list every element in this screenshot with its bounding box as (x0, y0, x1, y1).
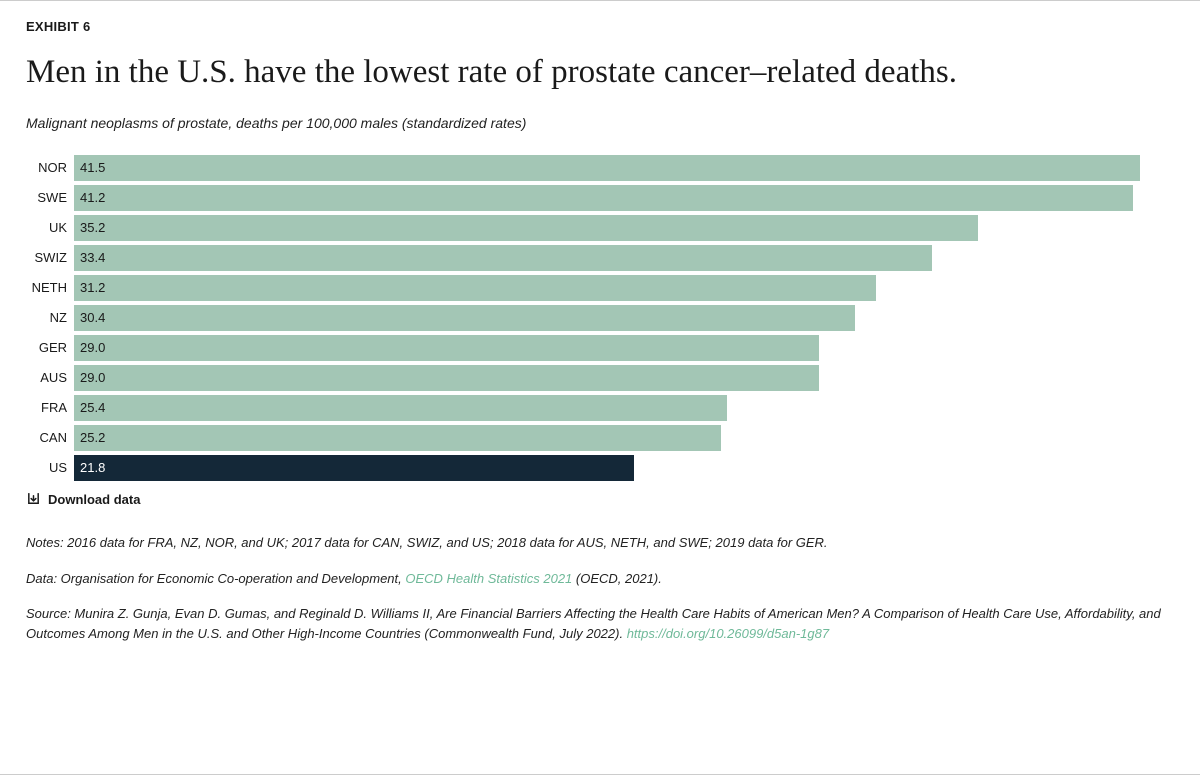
bar-value-label: 41.2 (80, 190, 105, 205)
bar-row: NOR 41.5 (26, 153, 1166, 182)
bar-value-label: 31.2 (80, 280, 105, 295)
bar-track: 25.2 (74, 425, 1166, 451)
bar-category-label: SWIZ (26, 250, 74, 265)
bar-fill: 31.2 (74, 275, 876, 301)
bar-category-label: NETH (26, 280, 74, 295)
bar-track: 41.2 (74, 185, 1166, 211)
bar-value-label: 33.4 (80, 250, 105, 265)
data-suffix: (OECD, 2021). (572, 571, 662, 586)
bar-row: AUS 29.0 (26, 363, 1166, 392)
bar-fill: 41.5 (74, 155, 1140, 181)
bar-fill: 29.0 (74, 335, 819, 361)
bar-fill: 33.4 (74, 245, 932, 271)
bar-category-label: NZ (26, 310, 74, 325)
bar-track: 33.4 (74, 245, 1166, 271)
bar-fill: 25.4 (74, 395, 727, 421)
exhibit-label: EXHIBIT 6 (26, 19, 1174, 34)
bar-track: 21.8 (74, 455, 1166, 481)
bar-category-label: SWE (26, 190, 74, 205)
bar-category-label: US (26, 460, 74, 475)
bar-value-label: 29.0 (80, 370, 105, 385)
bar-row: GER 29.0 (26, 333, 1166, 362)
bar-value-label: 25.2 (80, 430, 105, 445)
bar-value-label: 25.4 (80, 400, 105, 415)
bar-track: 31.2 (74, 275, 1166, 301)
source-suffix: (Commonwealth Fund, July 2022). (421, 626, 627, 641)
bar-track: 29.0 (74, 365, 1166, 391)
bar-fill: 25.2 (74, 425, 721, 451)
bar-fill: 29.0 (74, 365, 819, 391)
download-data-button[interactable]: Download data (26, 492, 1174, 507)
bar-category-label: CAN (26, 430, 74, 445)
bar-value-label: 29.0 (80, 340, 105, 355)
download-label: Download data (48, 492, 140, 507)
source-prefix: Source: Munira Z. Gunja, Evan D. Gumas, … (26, 606, 437, 621)
bar-row: CAN 25.2 (26, 423, 1166, 452)
bar-category-label: AUS (26, 370, 74, 385)
source-doi-link[interactable]: https://doi.org/10.26099/d5an-1g87 (627, 626, 829, 641)
bar-row: NZ 30.4 (26, 303, 1166, 332)
bar-value-label: 21.8 (80, 460, 105, 475)
bar-row: SWE 41.2 (26, 183, 1166, 212)
bar-fill: 41.2 (74, 185, 1133, 211)
bar-chart: NOR 41.5 SWE 41.2 UK 35.2 SWIZ 33.4 NETH 31.2 NZ 30… (26, 153, 1166, 482)
bar-track: 41.5 (74, 155, 1166, 181)
bar-category-label: NOR (26, 160, 74, 175)
bar-track: 35.2 (74, 215, 1166, 241)
download-icon (26, 492, 41, 507)
bar-row: FRA 25.4 (26, 393, 1166, 422)
bar-track: 29.0 (74, 335, 1166, 361)
data-source-text: Data: Organisation for Economic Co-opera… (26, 569, 1174, 589)
data-prefix: Data: Organisation for Economic Co-opera… (26, 571, 405, 586)
bar-track: 30.4 (74, 305, 1166, 331)
source-citation-text: Source: Munira Z. Gunja, Evan D. Gumas, … (26, 604, 1174, 643)
chart-subtitle: Malignant neoplasms of prostate, deaths … (26, 115, 1174, 131)
bar-row: US 21.8 (26, 453, 1166, 482)
bar-fill: 21.8 (74, 455, 634, 481)
bar-track: 25.4 (74, 395, 1166, 421)
bar-fill: 35.2 (74, 215, 978, 241)
bar-category-label: GER (26, 340, 74, 355)
bar-category-label: UK (26, 220, 74, 235)
bar-category-label: FRA (26, 400, 74, 415)
data-source-link[interactable]: OECD Health Statistics 2021 (405, 571, 572, 586)
bar-value-label: 30.4 (80, 310, 105, 325)
notes-text: Notes: 2016 data for FRA, NZ, NOR, and U… (26, 533, 1174, 553)
bar-value-label: 41.5 (80, 160, 105, 175)
bar-row: SWIZ 33.4 (26, 243, 1166, 272)
chart-title: Men in the U.S. have the lowest rate of … (26, 52, 1174, 93)
bar-row: NETH 31.2 (26, 273, 1166, 302)
bar-row: UK 35.2 (26, 213, 1166, 242)
bar-value-label: 35.2 (80, 220, 105, 235)
bar-fill: 30.4 (74, 305, 855, 331)
